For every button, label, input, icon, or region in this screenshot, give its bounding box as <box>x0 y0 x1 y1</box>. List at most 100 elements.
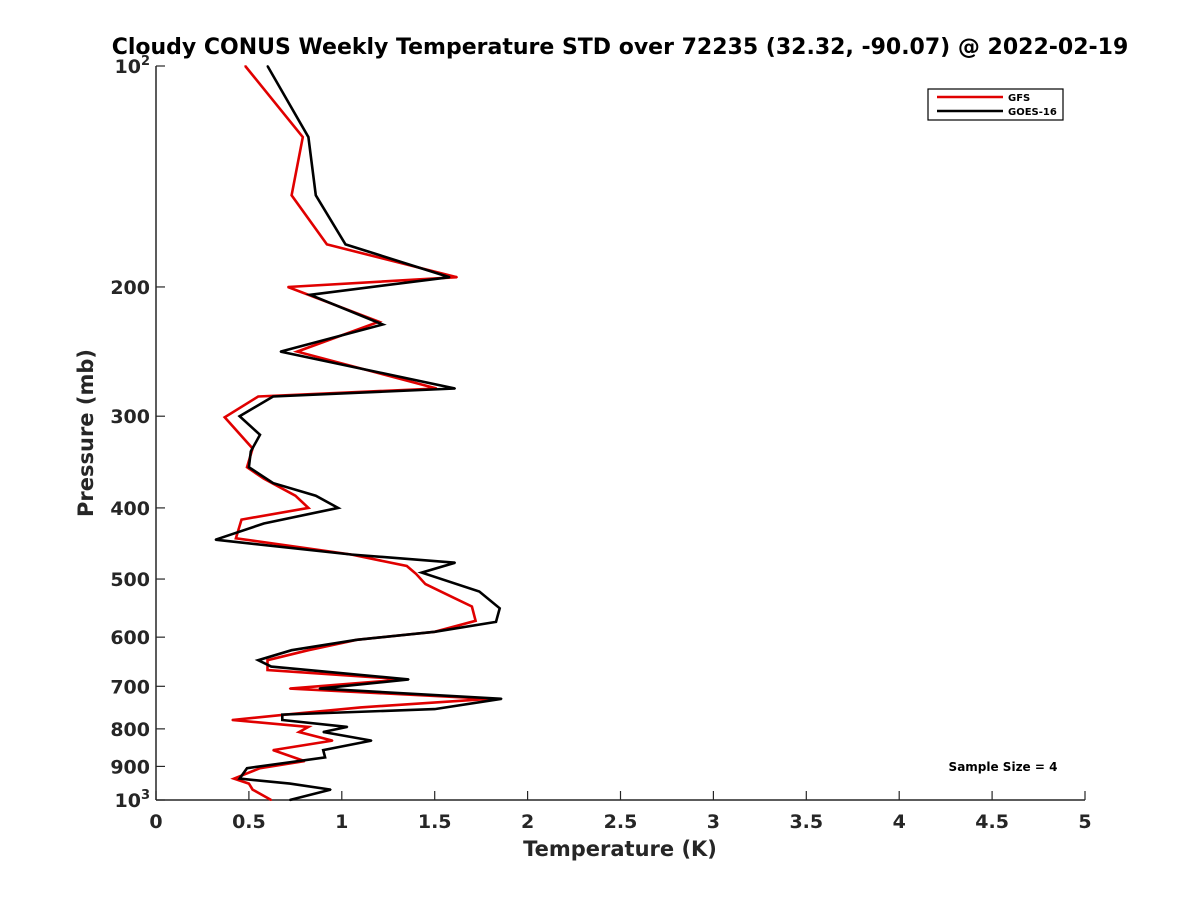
data-point-gfs <box>288 687 291 690</box>
data-point-gfs <box>240 518 243 521</box>
y-tick-label: 103 <box>115 788 151 812</box>
y-tick-label: 300 <box>110 406 150 428</box>
series-line-goes-16 <box>215 65 502 802</box>
data-point-goes-16 <box>270 665 273 668</box>
data-point-goes-16 <box>495 621 497 623</box>
x-tick-label: 4 <box>893 811 906 833</box>
data-point-goes-16 <box>257 659 260 662</box>
data-point-gfs <box>331 739 334 742</box>
legend-box <box>927 88 1064 121</box>
data-point-goes-16 <box>238 415 241 418</box>
x-tick-label: 0.5 <box>232 811 266 833</box>
data-point-goes-16 <box>279 350 282 353</box>
data-point-goes-16 <box>288 782 291 785</box>
x-tick-label: 3.5 <box>789 811 823 833</box>
data-point-goes-16 <box>355 638 358 641</box>
legend-label-goes16: GOES-16 <box>1008 107 1057 118</box>
legend: GFS GOES-16 <box>927 88 1064 121</box>
data-point-goes-16 <box>337 507 339 509</box>
data-point-goes-16 <box>454 387 456 390</box>
data-point-goes-16 <box>329 788 332 791</box>
data-point-goes-16 <box>420 571 423 574</box>
y-axis-label: Pressure (mb) <box>74 349 98 517</box>
data-point-goes-16 <box>322 731 325 733</box>
x-tick-label: 2.5 <box>604 811 638 833</box>
data-point-gfs <box>270 799 273 801</box>
x-tick-label: 1 <box>335 811 348 833</box>
series-layer <box>214 65 503 802</box>
data-point-gfs <box>266 669 269 671</box>
legend-label-gfs: GFS <box>1008 93 1030 104</box>
x-tick-label: 0 <box>149 811 162 833</box>
data-point-goes-16 <box>246 767 248 770</box>
data-point-goes-16 <box>314 194 317 197</box>
data-point-goes-16 <box>281 719 284 721</box>
x-axis-label: Temperature (K) <box>523 837 717 861</box>
y-tick-label: 102 <box>115 54 151 78</box>
data-point-gfs <box>272 749 274 751</box>
data-point-goes-16 <box>262 522 265 525</box>
data-point-goes-16 <box>433 630 436 633</box>
data-point-gfs <box>244 65 247 67</box>
data-point-gfs <box>307 507 310 509</box>
data-point-gfs <box>471 605 473 608</box>
data-point-gfs <box>248 782 250 785</box>
data-point-gfs <box>235 537 237 540</box>
y-tick-label: 400 <box>110 498 150 520</box>
data-point-gfs <box>452 596 455 599</box>
data-point-gfs <box>405 565 408 567</box>
x-tick-label: 1.5 <box>418 811 452 833</box>
x-tick-label: 3 <box>707 811 720 833</box>
y-tick-label: 500 <box>110 569 150 591</box>
data-point-gfs <box>257 395 260 398</box>
y-tick-label: 900 <box>110 756 150 778</box>
data-point-goes-16 <box>500 697 503 700</box>
data-point-gfs <box>233 777 235 780</box>
data-point-goes-16 <box>266 65 269 67</box>
data-point-goes-16 <box>478 590 481 593</box>
data-point-gfs <box>296 350 299 353</box>
data-point-gfs <box>298 731 300 733</box>
data-point-gfs <box>246 466 248 469</box>
data-point-gfs <box>307 726 310 728</box>
chart-title: Cloudy CONUS Weekly Temperature STD over… <box>112 35 1129 60</box>
data-point-gfs <box>456 276 458 279</box>
data-point-gfs <box>231 719 234 721</box>
x-tick-label: 2 <box>521 811 534 833</box>
data-point-gfs <box>307 649 310 652</box>
sample-size-annotation: Sample Size = 4 <box>949 760 1058 774</box>
data-point-goes-16 <box>370 739 373 742</box>
data-point-goes-16 <box>433 708 436 710</box>
data-point-goes-16 <box>318 687 321 690</box>
data-point-goes-16 <box>322 749 325 751</box>
y-tick-label: 700 <box>110 676 150 698</box>
y-tick-label: 800 <box>110 719 150 741</box>
data-point-goes-16 <box>272 482 274 484</box>
data-point-gfs <box>424 583 427 585</box>
data-point-goes-16 <box>249 450 252 453</box>
data-point-gfs <box>326 243 328 246</box>
data-point-gfs <box>266 659 269 662</box>
data-point-goes-16 <box>307 136 310 139</box>
y-tick-label: 600 <box>110 627 150 649</box>
data-point-gfs <box>223 416 226 419</box>
data-point-goes-16 <box>288 799 291 801</box>
data-point-gfs <box>474 619 477 622</box>
y-tick-label: 200 <box>110 277 150 299</box>
data-point-goes-16 <box>350 553 352 556</box>
data-point-goes-16 <box>238 777 241 780</box>
data-point-gfs <box>294 494 297 497</box>
data-point-goes-16 <box>407 678 410 681</box>
data-point-goes-16 <box>214 538 217 541</box>
data-point-goes-16 <box>346 726 349 728</box>
data-point-goes-16 <box>454 561 456 564</box>
data-point-goes-16 <box>309 293 312 296</box>
data-point-goes-16 <box>259 433 261 436</box>
data-point-goes-16 <box>324 756 326 759</box>
data-point-gfs <box>290 194 293 197</box>
data-point-gfs <box>359 706 362 709</box>
data-point-goes-16 <box>281 713 284 716</box>
x-tick-label: 4.5 <box>975 811 1009 833</box>
data-point-goes-16 <box>272 395 274 398</box>
